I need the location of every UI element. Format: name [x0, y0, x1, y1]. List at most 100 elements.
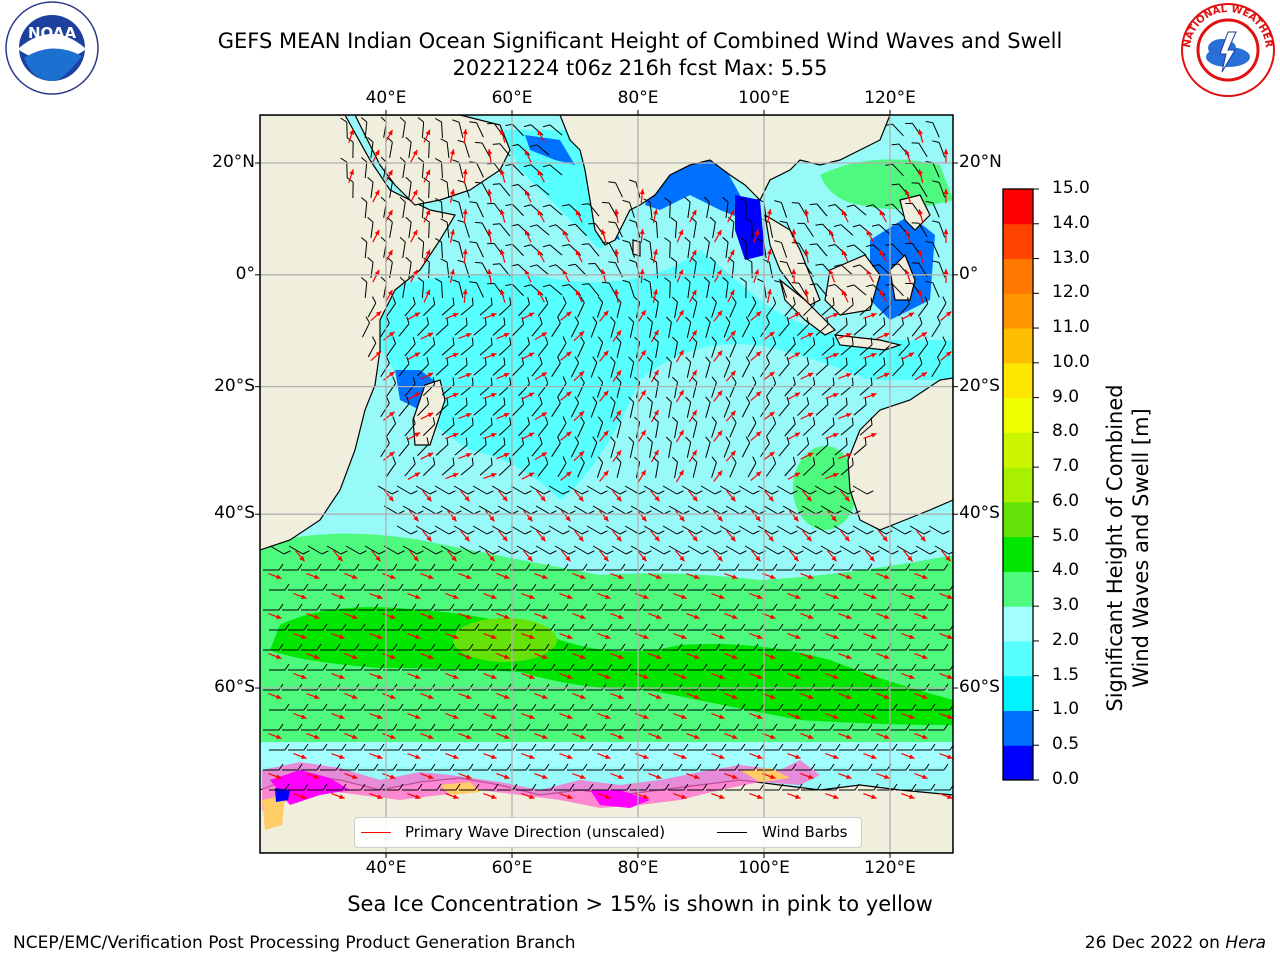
- wind-barb: [364, 743, 385, 751]
- wind-barb: [434, 643, 455, 651]
- wind-barb: [705, 436, 711, 458]
- wave-arrow: [268, 613, 282, 620]
- wind-barb: [440, 178, 450, 199]
- wave-arrow: [749, 753, 763, 760]
- wind-barb: [339, 763, 360, 771]
- wave-arrow: [372, 149, 380, 163]
- wind-barb: [915, 663, 936, 671]
- wind-barb: [814, 683, 835, 691]
- wind-barb: [898, 336, 910, 357]
- wave-arrow: [610, 613, 624, 620]
- wind-barb: [263, 603, 284, 611]
- wind-barb: [472, 763, 493, 771]
- wind-barb: [911, 182, 928, 198]
- wave-arrow: [572, 573, 586, 580]
- wind-barb: [610, 316, 616, 338]
- wind-barb: [896, 663, 917, 671]
- map-gridlines: [260, 115, 953, 853]
- wind-barb: [577, 296, 585, 318]
- wave-arrow: [724, 773, 738, 780]
- wind-barb: [358, 683, 379, 691]
- colorbar-swatch: [1003, 675, 1033, 711]
- wind-barb: [915, 743, 936, 751]
- wave-arrow: [764, 530, 774, 542]
- wave-arrow: [863, 312, 877, 320]
- wind-barb: [510, 603, 531, 611]
- wind-barb: [839, 783, 860, 791]
- wave-arrow: [749, 593, 763, 600]
- wind-barb: [454, 317, 468, 336]
- wind-barb: [681, 485, 703, 495]
- wave-arrow: [420, 452, 434, 460]
- wave-arrow: [637, 309, 647, 323]
- wind-barb: [700, 603, 721, 611]
- wave-arrow: [766, 289, 772, 303]
- wave-arrow: [673, 753, 687, 760]
- wind-barb: [791, 202, 808, 218]
- wind-barb: [833, 525, 855, 535]
- wind-barb: [610, 396, 616, 418]
- wave-arrow: [689, 249, 697, 263]
- wind-barb: [700, 723, 721, 731]
- wind-barb: [662, 723, 683, 731]
- wind-barb: [367, 136, 374, 158]
- wind-barb: [404, 296, 416, 317]
- wind-barb: [435, 157, 443, 179]
- wave-arrow: [675, 429, 685, 443]
- wave-arrow: [838, 613, 852, 620]
- wind-barb: [492, 263, 511, 277]
- wind-barb: [757, 603, 778, 611]
- wind-barb: [778, 436, 790, 457]
- wave-arrow: [458, 653, 472, 660]
- wind-barb: [729, 296, 737, 318]
- wind-barb: [691, 336, 698, 358]
- colorbar-tick-label: 1.0: [1052, 699, 1080, 720]
- wave-arrow: [560, 431, 572, 441]
- wind-barb: [405, 176, 412, 198]
- wind-barb: [454, 397, 468, 416]
- wind-barb: [820, 505, 842, 515]
- wind-barb: [568, 263, 587, 277]
- wave-arrow: [500, 249, 506, 263]
- wave-arrow: [876, 693, 890, 700]
- wind-barb: [404, 456, 416, 477]
- wave-arrow: [825, 593, 839, 600]
- wind-barb: [747, 456, 757, 478]
- wind-barb: [738, 683, 759, 691]
- wave-arrow: [524, 189, 532, 203]
- wind-barb: [628, 316, 635, 338]
- wind-barb: [815, 397, 829, 416]
- wind-barb: [776, 603, 797, 611]
- wind-barb: [423, 177, 430, 199]
- wind-barb: [763, 623, 784, 631]
- wind-barb: [833, 485, 855, 495]
- wave-arrow: [483, 312, 497, 320]
- wind-barb: [615, 416, 622, 438]
- wave-arrow: [445, 312, 459, 320]
- wave-arrow: [652, 209, 658, 223]
- wind-barb: [821, 297, 835, 316]
- wind-barb: [452, 239, 464, 258]
- wind-barb: [529, 563, 550, 571]
- wave-arrow: [614, 248, 620, 264]
- wave-arrow: [344, 773, 358, 780]
- wave-arrow: [371, 550, 381, 562]
- wind-barb: [909, 763, 930, 771]
- colorbar-swatch: [1003, 536, 1033, 572]
- wind-barb: [590, 396, 598, 418]
- wind-barb: [417, 157, 425, 179]
- wind-barb: [377, 763, 398, 771]
- wind-barb: [791, 282, 808, 298]
- wave-arrow: [914, 653, 928, 660]
- wind-barb: [554, 743, 575, 751]
- wave-arrow: [863, 352, 877, 360]
- wind-barb: [739, 197, 747, 219]
- wind-barb: [776, 763, 797, 771]
- wind-barb: [776, 485, 798, 495]
- wave-arrow: [523, 550, 533, 562]
- wind-barb: [491, 683, 512, 691]
- wave-arrow: [487, 148, 493, 164]
- wind-barb: [814, 485, 836, 495]
- wind-barb: [776, 723, 797, 731]
- wind-barb: [646, 316, 653, 338]
